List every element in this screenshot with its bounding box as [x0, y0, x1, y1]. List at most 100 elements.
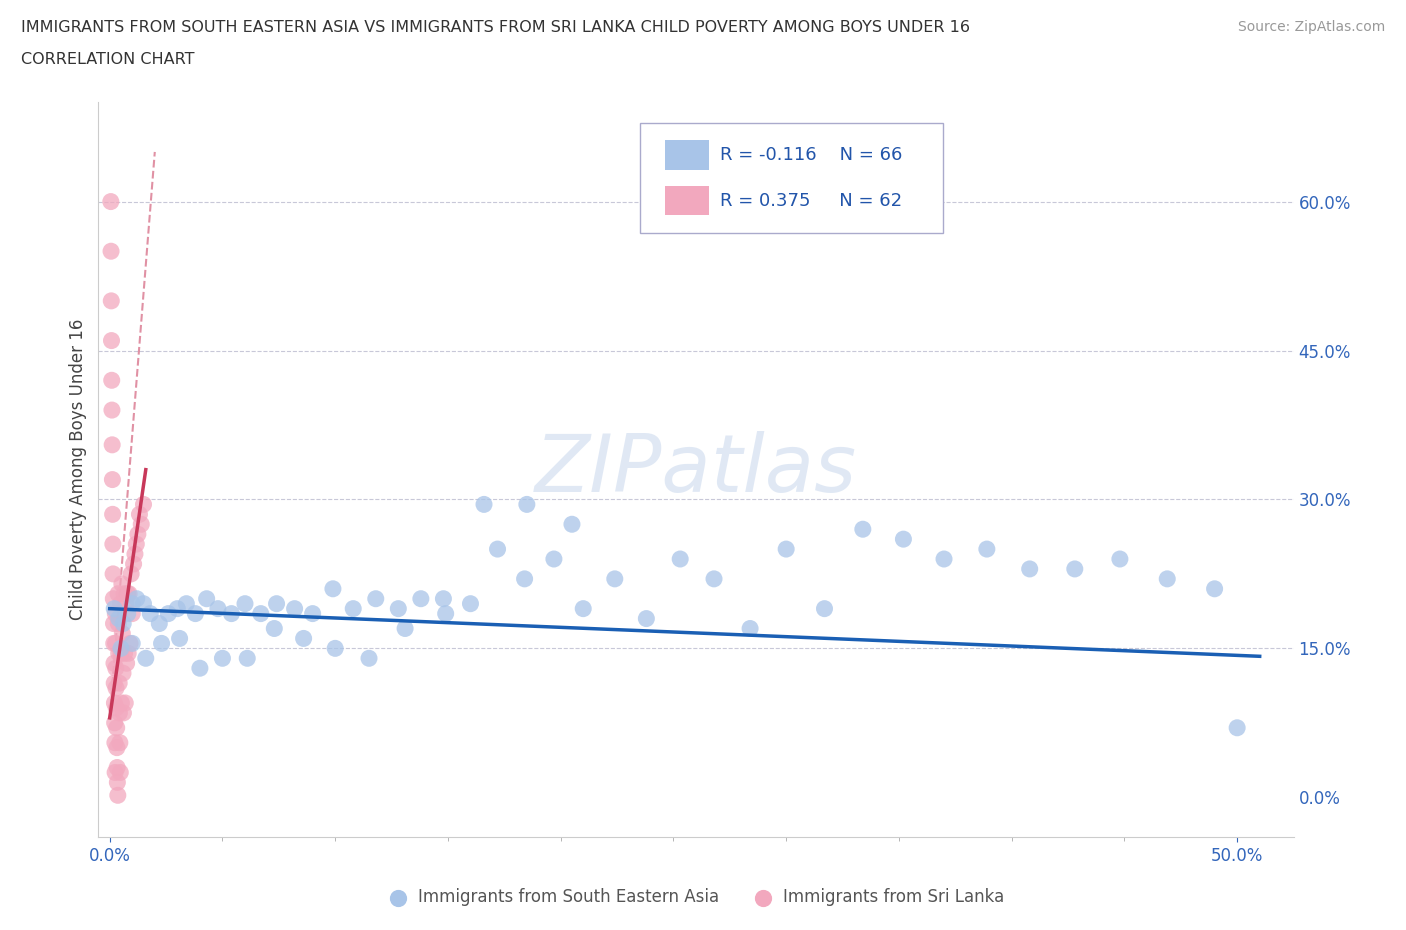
Point: [207, 601, 229, 616]
Point: [543, 551, 565, 566]
Point: [111, 577, 134, 591]
Point: [409, 591, 432, 606]
Point: [108, 706, 131, 721]
Point: [387, 601, 409, 616]
Point: [513, 571, 536, 586]
Point: [100, 194, 122, 209]
Point: [105, 700, 128, 715]
Point: [323, 641, 346, 656]
Point: [775, 541, 797, 556]
Point: [103, 616, 125, 631]
Point: [221, 606, 243, 621]
Point: [120, 566, 142, 581]
Point: [101, 403, 124, 418]
Text: Source: ZipAtlas.com: Source: ZipAtlas.com: [1237, 20, 1385, 34]
Point: [112, 616, 135, 631]
Point: [108, 676, 131, 691]
Point: [100, 373, 122, 388]
Text: CORRELATION CHART: CORRELATION CHART: [21, 52, 194, 67]
Point: [107, 616, 129, 631]
Point: [107, 586, 129, 601]
Point: [117, 646, 139, 661]
Point: [111, 666, 134, 681]
Point: [127, 526, 149, 541]
Point: [118, 586, 141, 601]
Point: [108, 736, 131, 751]
Point: [105, 760, 128, 775]
Point: [115, 596, 138, 611]
Point: [157, 606, 180, 621]
Point: [115, 656, 138, 671]
Point: [111, 626, 134, 641]
Point: [292, 631, 315, 645]
Point: [101, 566, 124, 581]
Point: [107, 611, 129, 626]
Point: [104, 606, 127, 621]
Point: [139, 606, 162, 621]
Point: [103, 696, 125, 711]
Point: [195, 591, 218, 606]
Point: [135, 651, 157, 666]
Point: [122, 556, 145, 571]
Point: [124, 547, 146, 562]
Point: [104, 661, 127, 676]
Point: [169, 631, 191, 645]
Point: [184, 606, 207, 621]
Point: [114, 646, 136, 661]
Point: [301, 606, 323, 621]
Point: [112, 586, 135, 601]
Point: [636, 611, 658, 626]
Point: [117, 586, 139, 601]
Point: [561, 517, 583, 532]
Point: [121, 636, 143, 651]
Legend: Immigrants from South Eastern Asia, Immigrants from Sri Lanka: Immigrants from South Eastern Asia, Immi…: [381, 882, 1011, 913]
Point: [166, 601, 188, 616]
Point: [233, 596, 256, 611]
Point: [129, 517, 152, 532]
Point: [105, 740, 128, 755]
Point: [394, 621, 416, 636]
Point: [101, 507, 124, 522]
Point: [118, 636, 141, 651]
Point: [486, 541, 509, 556]
Point: [1063, 562, 1085, 577]
Point: [322, 581, 344, 596]
Point: [1109, 551, 1132, 566]
Point: [1226, 721, 1249, 736]
Point: [132, 596, 155, 611]
Point: [932, 551, 955, 566]
Point: [249, 606, 271, 621]
Point: [364, 591, 387, 606]
Point: [460, 596, 482, 611]
Point: [107, 646, 129, 661]
Point: [103, 591, 125, 606]
Point: [1204, 581, 1226, 596]
Point: [211, 651, 233, 666]
Point: [104, 636, 127, 651]
Point: [103, 656, 125, 671]
Point: [110, 641, 132, 656]
Point: [104, 736, 127, 751]
Point: [103, 676, 125, 691]
Point: [112, 706, 135, 721]
Text: IMMIGRANTS FROM SOUTH EASTERN ASIA VS IMMIGRANTS FROM SRI LANKA CHILD POVERTY AM: IMMIGRANTS FROM SOUTH EASTERN ASIA VS IM…: [21, 20, 970, 35]
Point: [107, 788, 129, 803]
Y-axis label: Child Poverty Among Boys Under 16: Child Poverty Among Boys Under 16: [69, 319, 87, 620]
Point: [669, 551, 692, 566]
Point: [188, 661, 211, 676]
Point: [342, 601, 364, 616]
Text: ZIPatlas: ZIPatlas: [534, 431, 858, 509]
Point: [263, 621, 285, 636]
Point: [813, 601, 835, 616]
Text: R = -0.116    N = 66: R = -0.116 N = 66: [720, 146, 903, 164]
Point: [893, 532, 915, 547]
Point: [100, 294, 122, 309]
Point: [176, 596, 198, 611]
Point: [738, 621, 761, 636]
Point: [105, 721, 128, 736]
Point: [703, 571, 725, 586]
Point: [516, 497, 538, 512]
Point: [472, 497, 495, 512]
Point: [357, 651, 380, 666]
Point: [125, 537, 148, 551]
